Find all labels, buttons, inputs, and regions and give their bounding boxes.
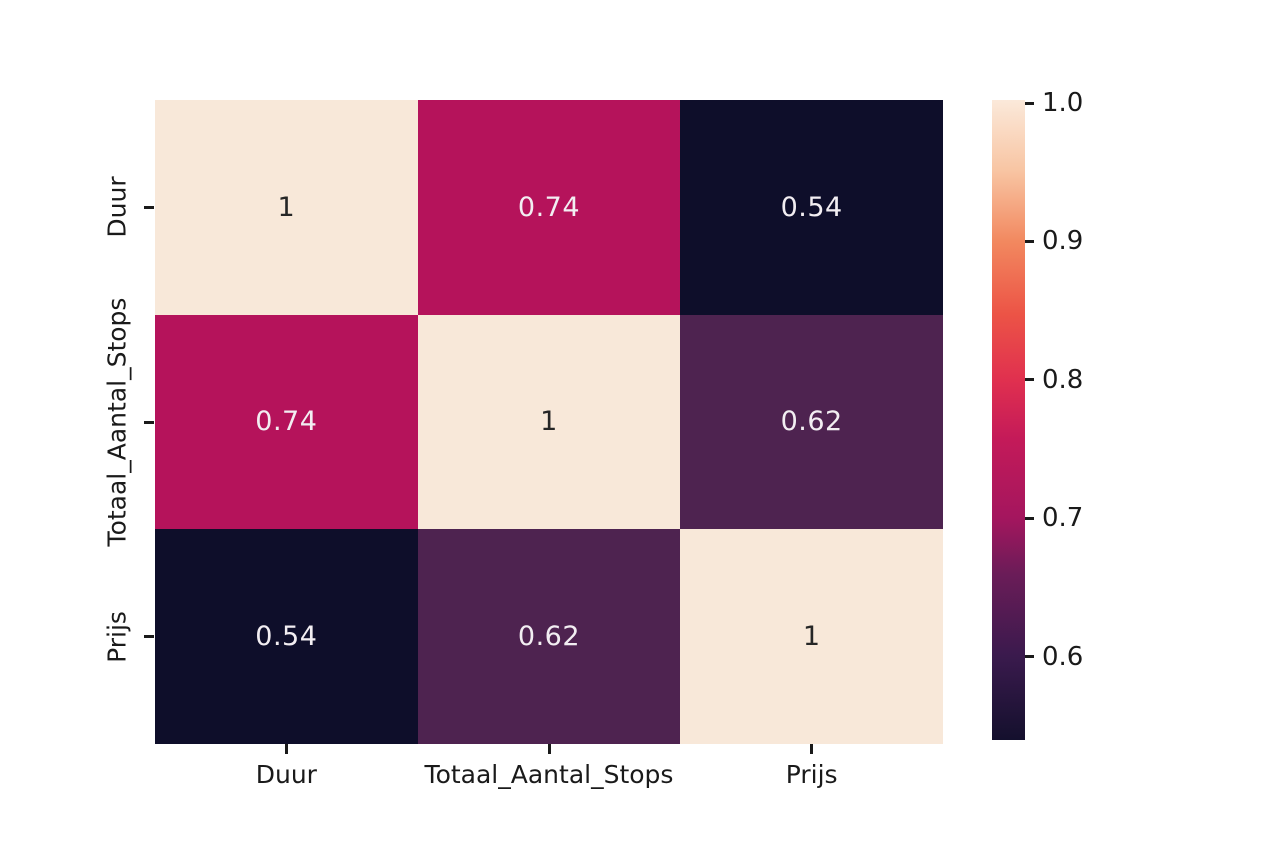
y-tick-mark bbox=[144, 205, 154, 209]
x-tick-mark bbox=[284, 744, 288, 754]
heatmap-cell-Totaal_Aantal_Stops-Duur: 0.74 bbox=[155, 314, 418, 530]
colorbar-tick-label-0.7: 0.7 bbox=[1042, 503, 1084, 534]
colorbar-tick-mark bbox=[1025, 239, 1034, 243]
cell-value: 1 bbox=[802, 621, 821, 653]
colorbar-gradient bbox=[992, 100, 1025, 740]
cell-value: 0.62 bbox=[780, 406, 843, 438]
heatmap-cell-Prijs-Totaal_Aantal_Stops: 0.62 bbox=[417, 529, 681, 744]
heatmap-cell-Duur-Totaal_Aantal_Stops: 0.74 bbox=[417, 100, 681, 315]
colorbar-tick-label-1.0: 1.0 bbox=[1042, 88, 1084, 118]
heatmap-cell-Totaal_Aantal_Stops-Totaal_Aantal_Stops: 1 bbox=[417, 314, 681, 530]
heatmap-cell-Prijs-Duur: 0.54 bbox=[155, 529, 418, 744]
colorbar-tick-mark bbox=[1025, 516, 1034, 520]
colorbar-tick-label-0.6: 0.6 bbox=[1042, 641, 1084, 672]
y-tick-mark bbox=[144, 635, 154, 639]
cell-value: 0.74 bbox=[517, 191, 581, 223]
colorbar-tick-mark bbox=[1025, 378, 1034, 382]
y-tick-label-Duur: Duur bbox=[102, 176, 132, 238]
heatmap-cell-Duur-Prijs: 0.54 bbox=[680, 100, 943, 315]
x-tick-label-Totaal_Aantal_Stops: Totaal_Aantal_Stops bbox=[424, 760, 674, 789]
colorbar-tick-label-0.9: 0.9 bbox=[1042, 226, 1084, 257]
heatmap-cell-Totaal_Aantal_Stops-Prijs: 0.62 bbox=[680, 314, 943, 530]
x-tick-label-Duur: Duur bbox=[255, 760, 317, 789]
cell-value: 1 bbox=[277, 191, 296, 223]
cell-value: 1 bbox=[540, 406, 558, 438]
heatmap-grid: 1 0.74 0.54 0.74 1 0.62 0.54 0.62 1 bbox=[155, 100, 943, 744]
x-tick-mark bbox=[547, 744, 551, 754]
colorbar-tick-mark bbox=[1025, 655, 1034, 659]
cell-value: 0.74 bbox=[255, 406, 318, 438]
x-tick-mark bbox=[810, 744, 814, 754]
cell-value: 0.54 bbox=[780, 191, 843, 223]
y-tick-mark bbox=[144, 420, 154, 424]
cell-value: 0.54 bbox=[255, 621, 318, 653]
heatmap-cell-Duur-Duur: 1 bbox=[155, 100, 418, 315]
y-tick-label-Totaal_Aantal_Stops: Totaal_Aantal_Stops bbox=[102, 297, 132, 547]
y-tick-label-Prijs: Prijs bbox=[102, 610, 132, 663]
cell-value: 0.62 bbox=[517, 621, 581, 653]
colorbar-tick-mark bbox=[1025, 101, 1034, 105]
x-tick-label-Prijs: Prijs bbox=[785, 760, 838, 789]
colorbar-tick-label-0.8: 0.8 bbox=[1042, 364, 1084, 395]
heatmap-cell-Prijs-Prijs: 1 bbox=[680, 529, 943, 744]
